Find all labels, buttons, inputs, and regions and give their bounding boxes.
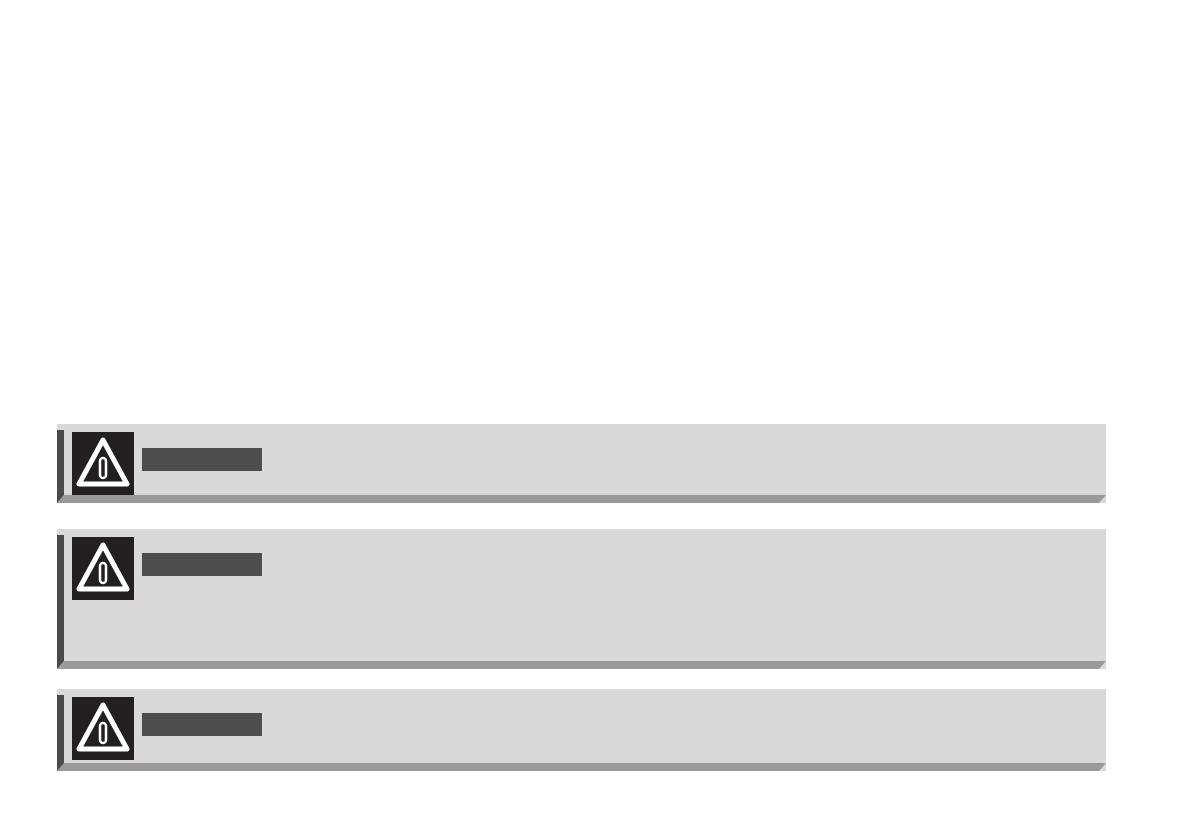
panel-bevel (57, 430, 64, 503)
warning-triangle-icon (72, 697, 134, 760)
warning-notice-2 (57, 529, 1106, 669)
notice-label-bar (142, 713, 262, 736)
panel-bevel (57, 763, 1106, 771)
panel-bevel (57, 535, 64, 669)
panel-bevel (57, 695, 64, 771)
panel-bevel (57, 661, 1106, 669)
panel-bevel (57, 495, 1106, 503)
notice-label-bar (142, 553, 262, 576)
warning-notice-1 (57, 424, 1106, 503)
warning-triangle-icon (72, 432, 134, 495)
notice-label-bar (142, 448, 262, 471)
warning-notice-3 (57, 689, 1106, 771)
warning-triangle-icon (72, 537, 134, 600)
